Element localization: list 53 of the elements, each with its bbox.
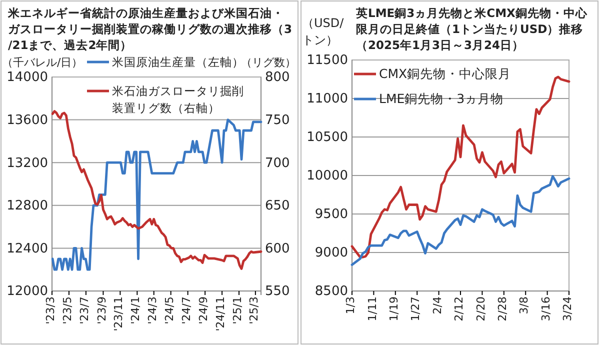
y2-tick-label: 600 [265,241,290,256]
chart-title: 英LME銅3ヵ月先物と米CMX銅先物・中心限月の日足終値（1トン当たりUSD）推移（2025年1月3日～3月24日） [355,6,588,52]
y-axis-title: （千バレル/日） [2,56,83,69]
y-tick-label: 10000 [306,168,348,184]
y-tick-label: 10500 [306,130,348,146]
x-tick-label: '24/5 [162,296,176,324]
legend-label: 米石油ガスロータリ掘削装置リグ数（右軸） [112,84,244,115]
y-tick-label: 11500 [306,53,348,68]
x-tick-label: '24/7 [180,296,193,324]
x-tick-label: '23/11 [112,296,126,332]
x-tick-label: '24/9 [197,296,210,324]
y2-tick-label: 550 [265,284,290,300]
x-tick-label: 3/24 [561,296,574,322]
x-tick-label: 2/20 [474,296,488,322]
y-tick-label: 14000 [6,70,48,86]
y-tick-label: 12800 [6,198,48,214]
y-tick-label: 11000 [306,92,348,107]
x-tick-label: 1/19 [387,296,400,322]
x-tick-label: '24/3 [146,296,159,324]
x-tick-label: 3/16 [539,296,552,322]
y2-tick-label: 800 [265,70,290,86]
x-tick-label: '24/11 [214,296,228,332]
x-tick-label: 1/27 [409,296,422,322]
y-tick-label: 13200 [6,156,48,171]
y-axis-title: （USD/トン） [302,16,345,47]
y-tick-label: 12000 [6,284,48,300]
line-series [350,175,570,266]
x-tick-label: '23/3 [44,296,58,324]
legend-label: 米国原油生産量（左軸） [112,55,244,69]
x-tick-label: 1/3 [344,296,358,314]
x-tick-label: '23/9 [95,296,108,324]
x-tick-label: 2/4 [430,296,444,314]
x-tick-label: '23/7 [78,296,91,324]
y2-tick-label: 750 [265,112,290,128]
x-tick-label: '24/1 [129,296,142,324]
x-tick-label: 2/12 [452,296,466,322]
chart-title: 米エネルギー省統計の原油生産量および米国石油・ガスロータリー掘削装置の稼働リグ数の週次推移（3/21まで、過去2年間） [7,6,292,52]
x-tick-label: 1/11 [366,296,379,322]
y2-tick-label: 650 [265,198,290,214]
y-tick-label: 9500 [314,207,348,222]
x-tick-label: '25/3 [247,296,260,324]
y-tick-label: 8500 [314,284,348,300]
x-tick-label: '23/5 [61,296,74,324]
y-tick-label: 13600 [6,112,48,128]
y2-tick-label: 700 [265,156,290,171]
x-tick-label: 2/28 [496,296,509,322]
y-tick-label: 9000 [314,246,348,261]
x-tick-label: '25/1 [231,296,244,324]
y2-axis-title: （リグ数） [241,56,296,69]
legend-label: LME銅先物・3ヵ月物 [379,91,504,106]
y-tick-label: 12400 [6,241,48,256]
x-tick-label: 3/8 [518,296,531,314]
legend-label: CMX銅先物・中心限月 [379,66,512,81]
